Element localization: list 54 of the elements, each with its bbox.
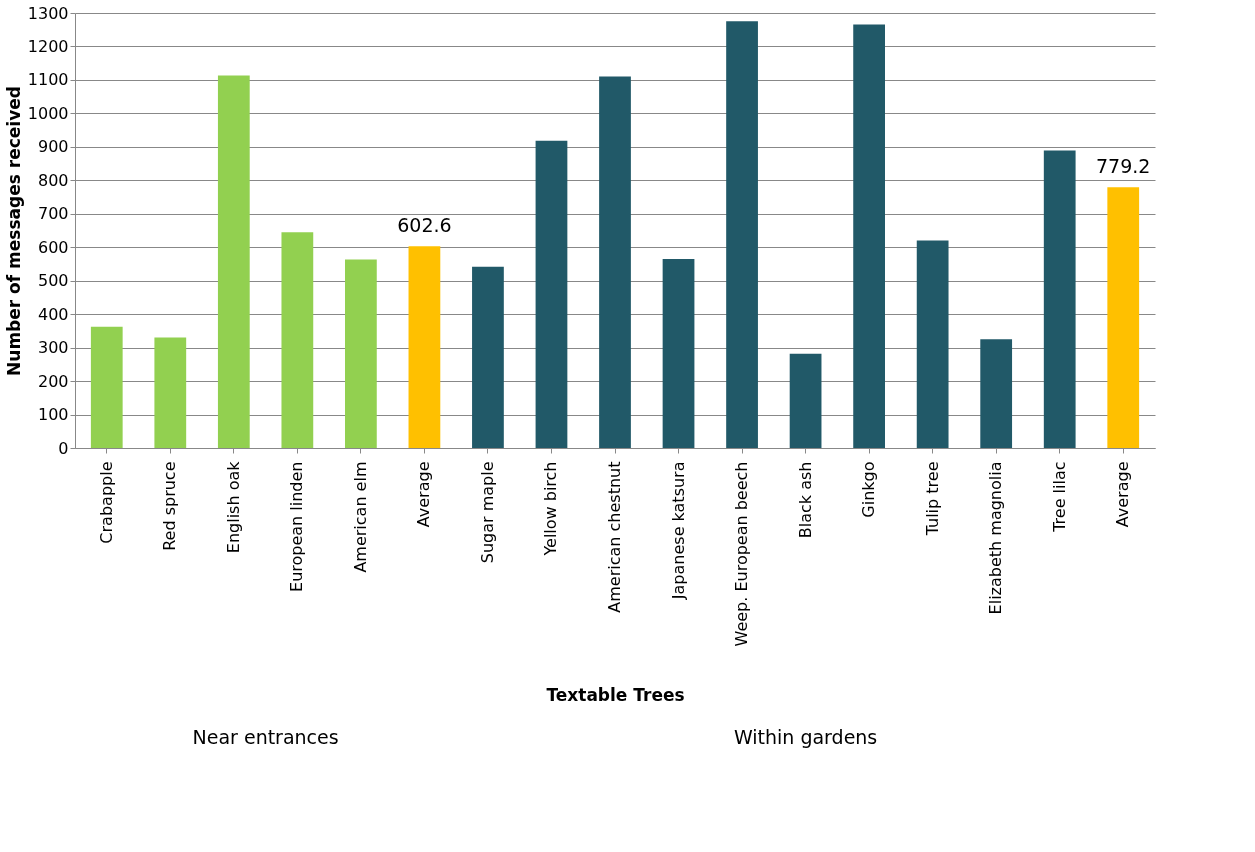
bar xyxy=(662,258,695,448)
bar xyxy=(408,246,441,448)
x-tick-label: Red spruce xyxy=(160,461,180,551)
bar xyxy=(281,232,314,448)
text: Near entrances xyxy=(192,726,339,748)
bar xyxy=(217,75,250,448)
bar xyxy=(599,76,631,448)
x-tick-label: Black ash xyxy=(795,461,815,539)
x-tick-label: Elizabeth magnolia xyxy=(986,461,1006,615)
y-tick-label: 1000 xyxy=(27,103,69,123)
y-tick-label: 1100 xyxy=(27,70,69,90)
y-tick-label: 600 xyxy=(37,237,69,257)
bar xyxy=(789,353,822,448)
bar xyxy=(472,266,504,448)
x-tick-label: Sugar maple xyxy=(477,461,497,564)
x-tick-label: Average xyxy=(1113,461,1133,528)
bar xyxy=(535,140,568,448)
y-tick-label: 1200 xyxy=(27,36,69,56)
data-label: 602.6 xyxy=(397,214,452,237)
y-axis-title: Number of messages received xyxy=(3,86,24,376)
y-tick-label: 300 xyxy=(37,338,69,358)
x-tick-label: Weep. European beech xyxy=(732,461,752,647)
y-tick-label: 800 xyxy=(37,170,69,190)
text: Within gardens xyxy=(733,726,878,748)
x-tick-label: Ginkgo xyxy=(859,461,879,518)
y-tick-label: 500 xyxy=(37,271,69,291)
bar xyxy=(154,337,187,448)
bar xyxy=(1107,187,1140,448)
bar xyxy=(1043,150,1076,448)
bar xyxy=(853,24,885,448)
x-axis-title: Textable Trees xyxy=(546,685,685,706)
bar xyxy=(726,21,758,448)
x-tick-label: American chestnut xyxy=(605,461,624,613)
y-tick-label: 0 xyxy=(58,438,69,458)
bar xyxy=(980,339,1013,448)
bar xyxy=(916,240,949,448)
y-tick-label: 700 xyxy=(37,204,69,224)
y-tick-label: 200 xyxy=(37,371,69,391)
y-tick-label: 900 xyxy=(37,137,69,157)
x-tick-label: Tree lilac xyxy=(1049,461,1069,533)
y-tick-label: 400 xyxy=(37,304,69,324)
y-tick-label: 1300 xyxy=(27,3,69,23)
x-tick-label: English oak xyxy=(223,460,243,554)
data-label: 779.2 xyxy=(1096,155,1151,178)
x-tick-label: Tulip tree xyxy=(922,461,942,537)
bar xyxy=(345,259,377,448)
y-tick-label: 100 xyxy=(37,405,69,425)
x-tick-label: Average xyxy=(414,461,434,528)
x-tick-label: Japanese katsura xyxy=(668,461,688,601)
x-tick-label: Yellow birch xyxy=(541,461,561,557)
bar xyxy=(90,326,123,448)
x-tick-label: American elm xyxy=(350,461,370,573)
x-tick-label: Crabapple xyxy=(96,461,116,544)
x-tick-label: European linden xyxy=(287,461,307,592)
